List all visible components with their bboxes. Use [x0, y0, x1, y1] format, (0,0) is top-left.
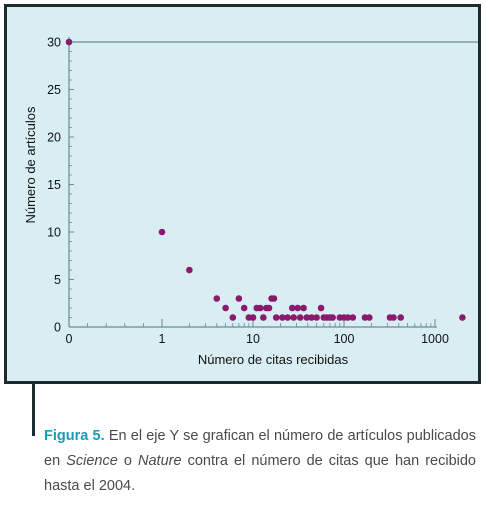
y-tick-label: 20 [47, 131, 61, 145]
data-point [329, 314, 336, 321]
caption-journal-1: Science [66, 453, 118, 469]
data-point [65, 38, 73, 46]
data-point [235, 295, 243, 302]
data-point [317, 304, 325, 312]
x-tick-label: 1 [159, 332, 166, 346]
caption-text-2: o [117, 453, 139, 469]
y-axis-label: Número de artículos [23, 106, 38, 224]
y-tick-label: 25 [47, 83, 61, 97]
data-point [313, 314, 320, 321]
data-point [349, 314, 357, 321]
data-point [303, 314, 311, 321]
data-point [256, 304, 264, 312]
data-point [222, 304, 229, 312]
caption-label: Figura 5. [44, 428, 105, 444]
x-axis-label: Número de citas recibidas [198, 352, 349, 367]
data-point [270, 295, 278, 302]
y-tick-label: 5 [54, 273, 61, 287]
data-point [260, 314, 267, 321]
data-point [284, 314, 291, 321]
y-tick-label: 15 [47, 178, 61, 192]
data-point [459, 314, 466, 321]
x-tick-label: 100 [334, 332, 355, 346]
data-point [397, 314, 405, 321]
data-point [366, 314, 373, 321]
data-point [265, 304, 273, 312]
data-point [300, 304, 307, 312]
scatter-plot: 0 5 10 15 20 25 30 0 1 10 100 1000 Número de citas… [23, 36, 478, 367]
data-point [249, 314, 257, 321]
data-point [296, 314, 304, 321]
chart-panel: 0 5 10 15 20 25 30 0 1 10 100 1000 Número de citas… [4, 4, 481, 384]
caption-journal-2: Nature [138, 453, 182, 469]
data-point [213, 295, 221, 302]
caption-rule [32, 382, 35, 436]
data-point [229, 314, 237, 321]
y-tick-label: 0 [54, 321, 61, 335]
data-point [158, 228, 166, 236]
data-point [279, 314, 286, 321]
data-point [240, 304, 248, 312]
y-tick-label: 10 [47, 226, 61, 240]
x-tick-label: 1000 [421, 332, 449, 346]
data-point [186, 266, 193, 274]
data-point [288, 304, 296, 312]
data-point [294, 304, 302, 312]
figure-caption: Figura 5. En el eje Y se grafican el núm… [44, 424, 476, 499]
data-point [344, 314, 352, 321]
data-point [290, 314, 297, 321]
data-point [272, 314, 280, 321]
x-tick-label: 0 [66, 332, 73, 346]
data-point [390, 314, 397, 321]
data-point [308, 314, 315, 321]
y-tick-label: 30 [47, 36, 61, 50]
caption-text-3: contra el número de citas que han recibi… [44, 453, 476, 494]
x-tick-label: 10 [246, 332, 260, 346]
caption-text-1: En el eje Y se grafican el número de art… [44, 428, 476, 469]
